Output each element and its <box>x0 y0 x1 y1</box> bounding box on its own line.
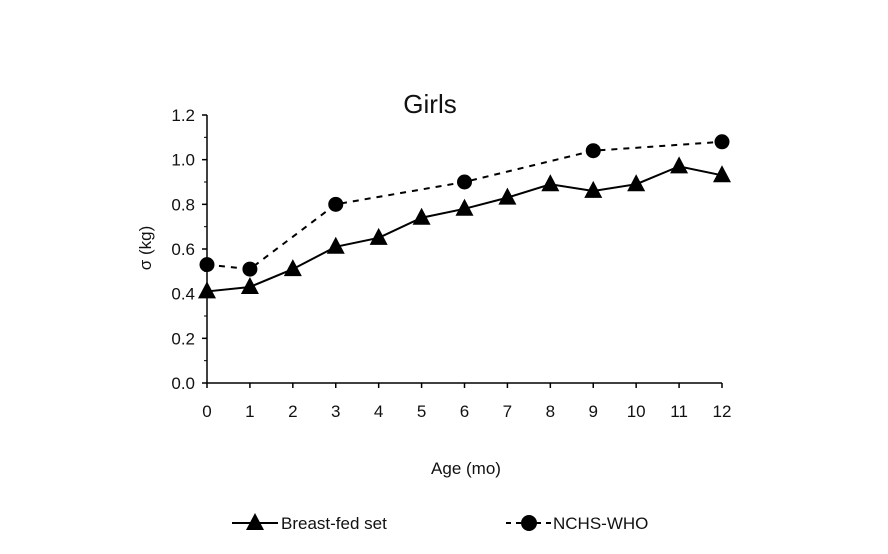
x-axis-label: Age (mo) <box>431 459 501 478</box>
series-point-circle <box>199 257 215 273</box>
x-tick-label: 6 <box>460 402 469 421</box>
series-point-triangle <box>326 236 345 254</box>
series-point-circle <box>585 143 601 159</box>
series-point-triangle <box>670 156 689 174</box>
series-point-triangle <box>369 227 388 245</box>
x-tick-label: 3 <box>331 402 340 421</box>
series-point-triangle <box>498 187 517 205</box>
x-tick-label: 9 <box>589 402 598 421</box>
series-point-circle <box>242 261 258 277</box>
series-point-triangle <box>198 281 216 299</box>
x-tick-label: 7 <box>503 402 512 421</box>
series-point-circle <box>457 174 472 190</box>
series-point-triangle <box>240 276 259 294</box>
y-tick-label: 0.6 <box>171 240 195 259</box>
x-tick-label: 1 <box>245 402 254 421</box>
y-tick-label: 0.0 <box>171 374 195 393</box>
legend-label-nchs-who: NCHS-WHO <box>553 514 648 533</box>
x-tick-label: 12 <box>713 402 732 421</box>
y-axis-label: σ (kg) <box>136 226 155 271</box>
legend-marker-circle <box>521 515 537 531</box>
y-tick-label: 0.2 <box>171 329 195 348</box>
series-point-triangle <box>412 207 431 225</box>
legend-label-breast-fed: Breast-fed set <box>281 514 387 533</box>
series-point-triangle <box>283 259 302 277</box>
x-tick-label: 4 <box>374 402 383 421</box>
x-tick-label: 10 <box>627 402 646 421</box>
x-tick-label: 0 <box>202 402 211 421</box>
series-point-triangle <box>713 165 731 183</box>
y-tick-label: 1.2 <box>171 106 195 125</box>
series-point-triangle <box>541 174 560 192</box>
x-tick-label: 11 <box>670 402 688 421</box>
series-point-triangle <box>584 180 603 198</box>
x-tick-label: 2 <box>288 402 297 421</box>
y-tick-label: 0.4 <box>171 285 195 304</box>
y-tick-label: 0.8 <box>171 195 195 214</box>
legend-item-breast-fed: Breast-fed set <box>232 513 387 533</box>
series-point-triangle <box>455 198 474 216</box>
series-point-circle <box>714 134 730 150</box>
legend: Breast-fed set NCHS-WHO <box>232 513 648 533</box>
legend-marker-triangle <box>246 513 264 530</box>
legend-item-nchs-who: NCHS-WHO <box>506 514 648 533</box>
series-point-circle <box>328 196 344 212</box>
chart-title: Girls <box>403 89 456 119</box>
x-tick-label: 8 <box>546 402 555 421</box>
x-tick-label: 5 <box>417 402 426 421</box>
plot-area: 0.00.20.40.60.81.01.20 1 2 3 4 5 6 7 8 9 10 11 12 <box>171 106 731 421</box>
series-line-1 <box>206 140 723 271</box>
y-tick-label: 1.0 <box>171 151 195 170</box>
series-point-triangle <box>627 174 646 192</box>
